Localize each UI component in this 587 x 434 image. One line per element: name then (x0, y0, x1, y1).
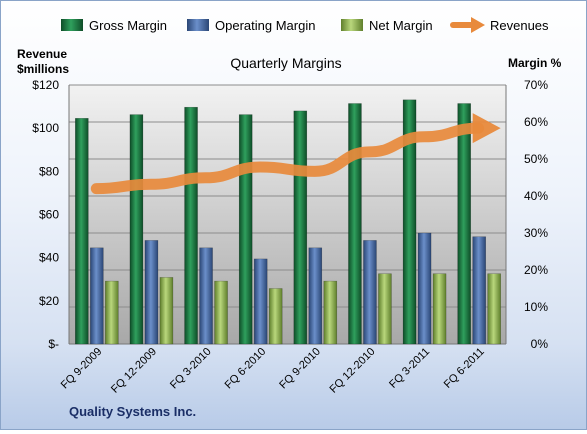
legend: Gross Margin Operating Margin Net Margin… (61, 17, 549, 33)
x-tick-labels: FQ 9-2009 FQ 12-2009 FQ 3-2010 FQ 6-2010 FQ … (59, 346, 487, 396)
net-margin-bar (378, 273, 392, 345)
left-axis-label-line1: Revenue (17, 47, 67, 61)
gross-margin-bar (293, 110, 308, 345)
right-tick-label: 50% (524, 152, 548, 166)
operating-margin-bar (472, 236, 486, 345)
revenue-line (90, 122, 485, 195)
x-tick-label: FQ 3-2011 (387, 346, 432, 391)
left-tick-label: $20 (39, 294, 59, 308)
gross-margin-bar (129, 114, 144, 345)
gross-margin-bar (184, 106, 198, 345)
net-margin-bar (432, 273, 447, 345)
legend-swatch-gross-margin (61, 19, 83, 31)
right-axis-label: Margin % (508, 56, 562, 70)
left-tick-label: $- (48, 337, 59, 351)
gross-margin-bar (402, 99, 417, 345)
x-tick-label: FQ 3-2010 (168, 346, 214, 392)
left-tick-label: $80 (39, 164, 59, 178)
right-tick-label: 20% (524, 263, 548, 277)
x-tick-label: FQ 12-2010 (328, 346, 378, 396)
gross-margin-bar (348, 103, 362, 345)
gross-margin-bar (238, 114, 253, 345)
x-tick-label: FQ 9-2010 (277, 346, 323, 392)
net-margin-bar (214, 280, 228, 345)
gross-margin-bar (75, 118, 89, 345)
net-margin-bar (323, 280, 338, 345)
right-tick-label: 60% (524, 115, 548, 129)
left-tick-label: $120 (32, 78, 59, 92)
operating-margin-bar (199, 247, 213, 345)
right-tick-label: 10% (524, 300, 548, 314)
net-margin-bar (159, 277, 174, 345)
net-margin-bar (268, 288, 283, 345)
legend-label-net-margin: Net Margin (369, 18, 433, 33)
revenue-line-group (90, 113, 501, 195)
operating-margin-bar (144, 240, 159, 345)
operating-margin-bar (417, 232, 432, 345)
gross-margin-bar (457, 103, 471, 345)
operating-margin-bar (253, 258, 268, 345)
company-name: Quality Systems Inc. (69, 404, 196, 419)
revenue-arrowhead (472, 113, 501, 144)
net-margin-bar (487, 273, 501, 345)
left-tick-label: $60 (39, 208, 59, 222)
left-tick-label: $100 (32, 121, 59, 135)
legend-swatch-net-margin (341, 19, 363, 31)
right-tick-label: 40% (524, 189, 548, 203)
x-tick-label: FQ 6-2010 (223, 346, 269, 392)
legend-label-revenues: Revenues (490, 18, 549, 33)
right-tick-label: 0% (531, 337, 549, 351)
legend-label-gross-margin: Gross Margin (89, 18, 167, 33)
left-axis-label-line2: $millions (17, 62, 69, 76)
x-tick-label: FQ 6-2011 (442, 346, 487, 391)
legend-swatch-operating-margin (187, 19, 209, 31)
operating-margin-bar (308, 247, 323, 345)
operating-margin-bar (90, 247, 104, 345)
legend-swatch-revenues (450, 17, 485, 33)
x-tick-label: FQ 12-2009 (109, 346, 159, 396)
right-tick-label: 30% (524, 226, 548, 240)
left-tick-labels: $- $20 $40 $60 $80 $100 $120 (32, 78, 59, 351)
left-tick-label: $40 (39, 251, 59, 265)
right-tick-label: 70% (524, 78, 548, 92)
net-margin-bar (105, 280, 119, 345)
x-tick-label: FQ 9-2009 (59, 346, 105, 392)
operating-margin-bar (363, 240, 377, 345)
chart-title: Quarterly Margins (230, 55, 341, 71)
legend-label-operating-margin: Operating Margin (215, 18, 315, 33)
right-tick-labels: 0% 10% 20% 30% 40% 50% 60% 70% (524, 78, 548, 351)
